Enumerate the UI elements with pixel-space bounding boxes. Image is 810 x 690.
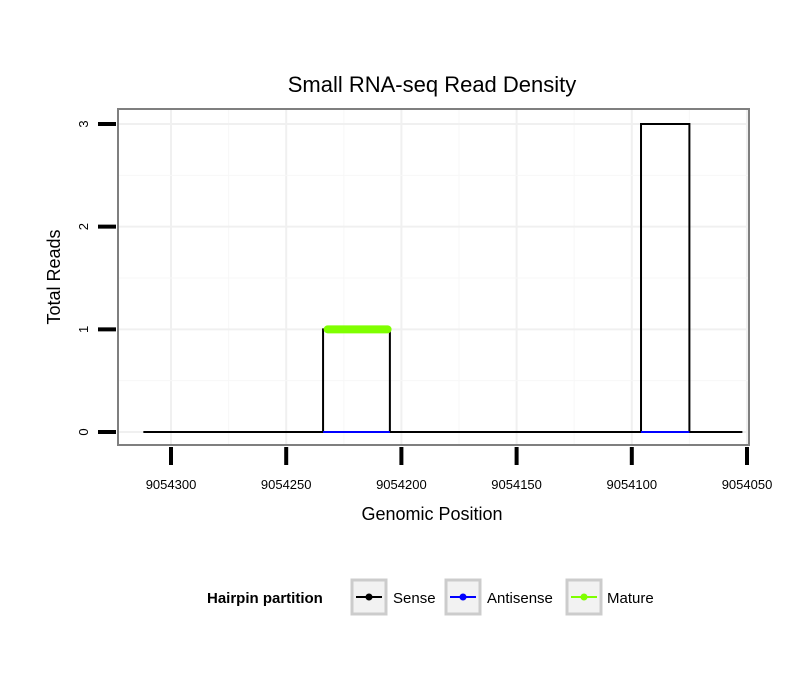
y-tick-label: 1 <box>76 326 91 333</box>
x-tick-label: 9054250 <box>261 477 312 492</box>
legend-item-antisense: Antisense <box>444 578 553 616</box>
sense-line <box>143 123 743 433</box>
x-tick-label: 9054300 <box>146 477 197 492</box>
legend-title: Hairpin partition <box>207 590 323 607</box>
x-axis-title: Genomic Position <box>361 504 502 524</box>
chart-title: Small RNA-seq Read Density <box>288 72 577 97</box>
y-tick-label: 3 <box>76 120 91 127</box>
y-tick-label: 0 <box>76 428 91 435</box>
legend-items: Sense Antisense Mature <box>350 578 654 616</box>
legend-key-point <box>580 593 588 601</box>
x-axis: 9054300 9054250 9054200 9054150 9054100 90540… <box>146 447 773 492</box>
legend-key-point <box>459 593 467 601</box>
y-tick-label: 2 <box>76 223 91 230</box>
legend-item-sense: Sense <box>350 578 436 616</box>
y-axis-title: Total Reads <box>44 229 64 324</box>
legend: Hairpin partition Sense Antisense Mature <box>207 578 654 616</box>
series-layer <box>143 123 743 433</box>
x-tick-label: 9054150 <box>491 477 542 492</box>
legend-item-mature: Mature <box>565 578 654 616</box>
panel-border <box>117 108 750 446</box>
x-tick-label: 9054100 <box>606 477 657 492</box>
x-tick-label: 9054200 <box>376 477 427 492</box>
legend-key-point <box>365 593 373 601</box>
legend-label: Sense <box>393 590 436 607</box>
x-tick-label: 9054050 <box>722 477 773 492</box>
legend-label: Mature <box>607 590 654 607</box>
y-axis: 0 1 2 3 <box>76 120 116 436</box>
legend-label: Antisense <box>487 590 553 607</box>
